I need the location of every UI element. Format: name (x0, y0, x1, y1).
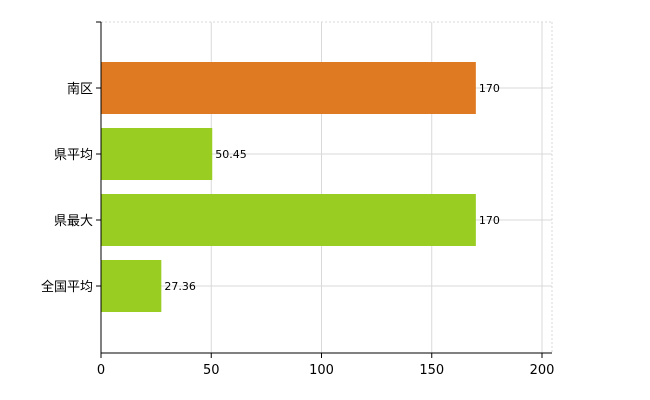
x-tick-label: 200 (530, 363, 555, 378)
x-tick-label: 0 (97, 363, 105, 378)
bar (101, 260, 162, 312)
category-label: 県平均 (54, 148, 93, 163)
x-tick-label: 50 (203, 363, 220, 378)
x-tick-label: 150 (419, 363, 444, 378)
x-tick-label: 100 (309, 363, 334, 378)
category-label: 県最大 (54, 214, 93, 229)
category-label: 全国平均 (41, 279, 93, 295)
data-label: 50.45 (215, 148, 247, 161)
bar (101, 128, 213, 180)
data-label: 27.36 (164, 280, 196, 293)
data-label: 170 (479, 214, 500, 227)
category-label: 南区 (67, 81, 93, 97)
data-label: 170 (479, 82, 500, 95)
bar (101, 62, 476, 114)
axes (96, 21, 552, 358)
bar (101, 194, 476, 246)
bars (101, 62, 476, 312)
